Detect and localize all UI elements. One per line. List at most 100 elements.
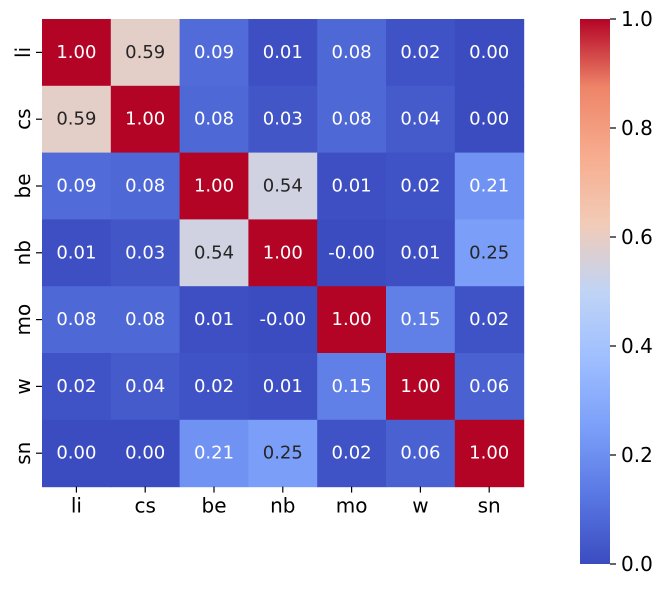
x-tick-label: nb [270, 494, 295, 518]
y-tick-label: be [11, 174, 35, 199]
cell-value-label: 0.01 [400, 242, 440, 263]
cell-value-label: 1.00 [332, 309, 372, 330]
colorbar-tick-label: 0.8 [621, 116, 653, 140]
heatmap-cell-w-be [179, 353, 249, 421]
heatmap-cell-sn-cs [110, 419, 181, 488]
cell-value-label: 0.02 [400, 176, 440, 197]
heatmap-cell-be-mo [317, 152, 387, 220]
heatmap-cell-li-mo [317, 19, 387, 87]
cell-value-label: 0.25 [263, 443, 303, 464]
colorbar-tick-label: 1.0 [621, 7, 653, 31]
heatmap-cell-nb-nb [248, 219, 318, 287]
heatmap-cell-be-be [179, 152, 249, 220]
heatmap-cell-li-w [386, 19, 456, 87]
cell-value-label: 0.00 [56, 443, 96, 464]
cell-value-label: 0.21 [194, 443, 234, 464]
heatmap-cell-cs-nb [248, 85, 318, 154]
heatmap-cell-cs-be [179, 85, 249, 154]
heatmap-cell-mo-li [42, 286, 112, 354]
heatmap-cell-mo-w [386, 286, 456, 354]
heatmap-cell-cs-cs [110, 85, 181, 154]
cell-value-label: 1.00 [400, 376, 440, 397]
cell-value-label: 0.01 [332, 176, 372, 197]
cell-value-label: 0.02 [400, 42, 440, 63]
cell-value-label: 0.08 [125, 309, 165, 330]
heatmap-cell-nb-be [179, 219, 249, 287]
colorbar: 0.0 0.2 0.4 0.6 0.8 1.0 [580, 7, 653, 576]
cell-value-label: 0.00 [125, 443, 165, 464]
cell-value-label: 0.01 [194, 309, 234, 330]
heatmap-cell-li-li [42, 19, 112, 87]
heatmap-cell-cs-w [386, 85, 456, 154]
y-tick-label: mo [11, 304, 35, 336]
cell-value-label: 1.00 [263, 242, 303, 263]
colorbar-tick-label: 0.2 [621, 443, 653, 467]
cell-value-label: 0.00 [469, 42, 509, 63]
heatmap-cell-mo-nb [248, 286, 318, 354]
cell-value-label: 0.08 [125, 176, 165, 197]
heatmap-cell-mo-cs [110, 286, 181, 354]
heatmap-cell-cs-mo [317, 85, 387, 154]
heatmap-cell-w-sn [454, 353, 525, 421]
x-tick-label: sn [478, 494, 501, 518]
cell-value-label: 0.04 [400, 109, 440, 130]
cell-value-label: 0.08 [194, 109, 234, 130]
heatmap-cell-li-cs [110, 19, 181, 87]
x-tick-label: w [412, 494, 428, 518]
cell-value-label: 0.54 [194, 242, 234, 263]
heatmap-cell-cs-sn [454, 85, 525, 154]
heatmap-cell-sn-li [42, 419, 112, 488]
cell-value-label: 0.06 [400, 443, 440, 464]
cell-value-label: 0.09 [56, 176, 96, 197]
heatmap-cell-be-li [42, 152, 112, 220]
heatmap-cells [42, 19, 525, 488]
heatmap-cell-sn-nb [248, 419, 318, 488]
heatmap-cell-li-sn [454, 19, 525, 87]
x-tick-label: li [71, 494, 82, 518]
heatmap-cell-w-mo [317, 353, 387, 421]
x-tick-label: mo [336, 494, 368, 518]
heatmap-cell-w-cs [110, 353, 181, 421]
cell-value-label: -0.00 [260, 309, 307, 330]
heatmap-cell-cs-li [42, 85, 112, 154]
y-tick-label: sn [11, 442, 35, 465]
y-tick-label: cs [11, 108, 35, 129]
y-axis: li cs be nb mo w sn [11, 47, 42, 465]
colorbar-tick-label: 0.6 [621, 225, 653, 249]
heatmap-cell-w-nb [248, 353, 318, 421]
heatmap-cell-mo-mo [317, 286, 387, 354]
y-tick-label: li [11, 47, 35, 58]
cell-value-label: 0.01 [263, 376, 303, 397]
x-axis: li cs be nb mo w sn [71, 486, 501, 518]
cell-value-label: 0.15 [332, 376, 372, 397]
heatmap-cell-w-li [42, 353, 112, 421]
heatmap-cell-w-w [386, 353, 456, 421]
cell-value-label: 1.00 [125, 109, 165, 130]
cell-value-label: 0.06 [469, 376, 509, 397]
cell-value-label: 0.25 [469, 242, 509, 263]
y-tick-label: nb [11, 240, 35, 265]
cell-value-label: 0.00 [469, 109, 509, 130]
heatmap-cell-sn-w [386, 419, 456, 488]
heatmap-cell-li-nb [248, 19, 318, 87]
cell-value-label: 1.00 [56, 42, 96, 63]
cell-value-label: 0.59 [56, 109, 96, 130]
cell-value-label: 0.02 [56, 376, 96, 397]
heatmap-cell-nb-cs [110, 219, 181, 287]
heatmap-cell-be-w [386, 152, 456, 220]
cell-value-label: 0.15 [400, 309, 440, 330]
x-tick-label: be [202, 494, 227, 518]
cell-value-label: 0.04 [125, 376, 165, 397]
cell-value-label: 0.03 [125, 242, 165, 263]
heatmap-cell-sn-sn [454, 419, 525, 488]
heatmap-annotations: 1.00 0.59 0.09 0.01 0.08 0.02 0.00 0.59 1.00 0.08… [56, 42, 509, 464]
heatmap-cell-mo-sn [454, 286, 525, 354]
cell-value-label: 0.01 [263, 42, 303, 63]
heatmap-cell-be-cs [110, 152, 181, 220]
cell-value-label: 0.08 [332, 42, 372, 63]
cell-value-label: 0.59 [125, 42, 165, 63]
cell-value-label: 1.00 [469, 443, 509, 464]
x-tick-label: cs [134, 494, 155, 518]
